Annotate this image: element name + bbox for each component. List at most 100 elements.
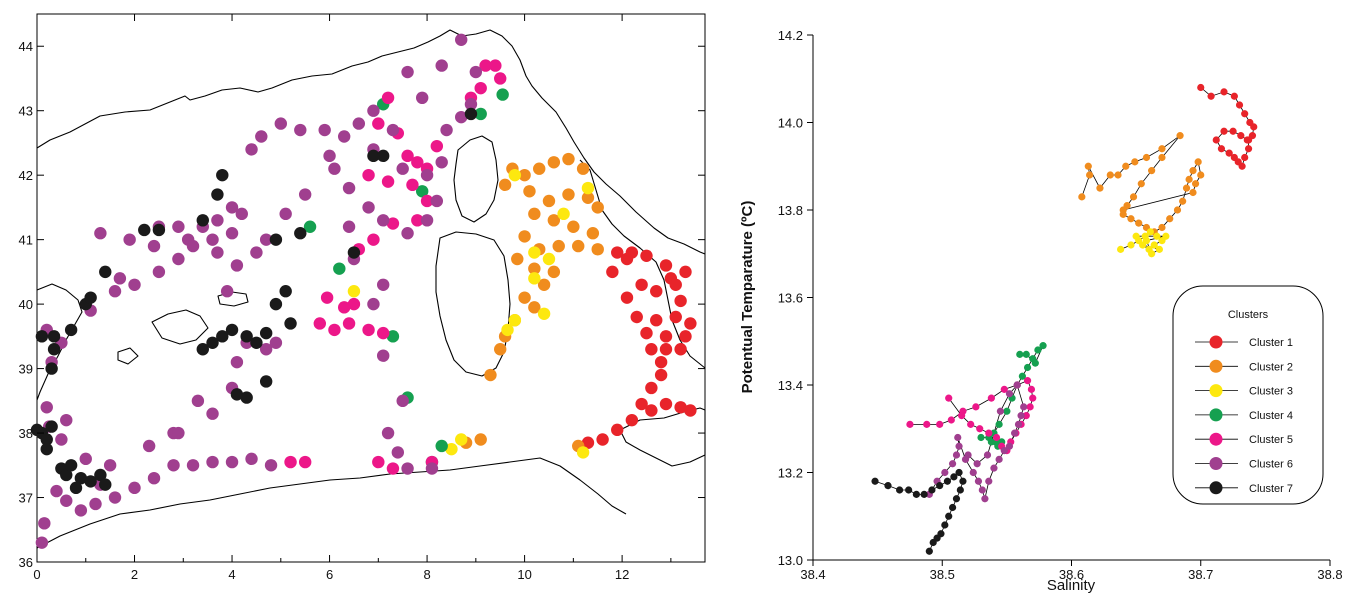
ts-y-tick-label: 13.2 [778,466,803,481]
map-station-point [474,107,487,121]
map-station-point [269,336,283,349]
ts-point [1117,245,1125,253]
ts-point [1212,136,1220,144]
map-station-point [206,455,219,469]
map-station-point [630,310,643,324]
map-x-tick-label: 10 [517,567,531,582]
map-station-point [411,214,424,227]
ts-point [1039,342,1047,350]
legend-entry-cluster-1: Cluster 1 [1195,335,1293,349]
map-x-tick-label: 12 [615,567,629,582]
ts-point [1162,232,1170,240]
map-station-point [196,214,209,227]
map-station-point [659,343,673,356]
map-station-point [328,323,341,337]
map-station-point [528,207,541,221]
map-station-point [420,214,434,227]
map-station-point [240,391,253,404]
ts-y-tick-label: 13.6 [778,291,803,306]
map-station-point [372,455,385,469]
map-station-point [225,227,239,240]
ts-point [1142,237,1151,245]
ts-point [1182,184,1191,192]
ts-point [936,482,944,490]
map-station-point [501,323,514,337]
map-station-point [245,452,258,466]
map-station-point [342,317,356,330]
ts-point [1011,429,1019,437]
map-station-point [537,307,551,320]
map-station-point [420,194,434,208]
map-station-point [99,478,112,491]
map-station-point [659,397,673,411]
map-station-point [679,330,692,343]
map-station-point [659,259,673,272]
ts-point [1013,381,1021,389]
map-station-point [60,468,73,482]
map-station-point [376,349,390,362]
legend-label: Cluster 6 [1249,459,1293,471]
map-station-point [396,162,409,175]
ts-point [987,394,995,402]
ts-line-series-5 [909,380,1034,452]
map-station-point [620,291,634,304]
map-station-point [581,191,595,204]
map-station-point [654,368,668,382]
ts-point [1194,158,1202,166]
ts-point [941,468,949,477]
map-station-point [318,123,331,137]
ts-y-tick-label: 14.2 [778,28,803,43]
ts-x-tick-label: 38.8 [1317,567,1342,582]
map-station-point [455,110,468,124]
map-station-point [440,123,453,137]
ts-point [974,477,983,485]
map-station-point [35,330,49,343]
ts-point [923,420,931,428]
map-station-point [64,323,78,337]
map-series-4 [303,88,509,469]
map-station-point [74,471,88,485]
map-station-point [84,475,97,488]
ts-point [884,482,892,490]
map-station-point [230,388,244,401]
map-station-point [108,285,122,298]
ts-point [948,503,957,512]
map-station-point [552,239,565,253]
ts-point [1131,158,1139,166]
map-y-tick-label: 41 [19,233,33,248]
map-station-point [523,185,536,198]
map-x-tick-label: 6 [326,567,333,582]
map-station-point [372,117,385,130]
map-station-point [542,194,556,208]
map-station-point [60,413,73,427]
ts-point [950,473,958,481]
map-station-point [328,162,341,175]
ts-x-axis-label: Salinity [1047,577,1096,594]
map-panel: 0 2 4 6 8 10 12 36 37 38 39 40 41 42 43 44 [19,13,706,582]
map-station-point [196,343,209,356]
ts-point [1122,162,1130,170]
map-station-point [518,291,531,304]
ts-point [1022,412,1030,420]
map-station-point [186,239,200,253]
map-station-point [537,278,551,291]
map-station-point [40,401,53,414]
map-station-point [79,452,92,466]
map-station-point [645,381,658,395]
map-station-point [679,265,692,279]
map-station-point [435,59,448,72]
map-station-point [225,201,239,214]
map-station-point [455,433,468,446]
map-station-point [172,220,185,233]
map-station-point [435,439,448,453]
ts-point [987,438,995,446]
mainland-coast [36,29,706,255]
map-station-point [230,259,244,272]
map-station-point [547,214,561,227]
map-station-point [206,407,219,420]
map-station-point [591,243,604,256]
map-station-point [611,423,624,437]
map-station-point [45,420,58,433]
legend-label: Cluster 3 [1249,386,1293,398]
ts-point [1217,145,1226,153]
